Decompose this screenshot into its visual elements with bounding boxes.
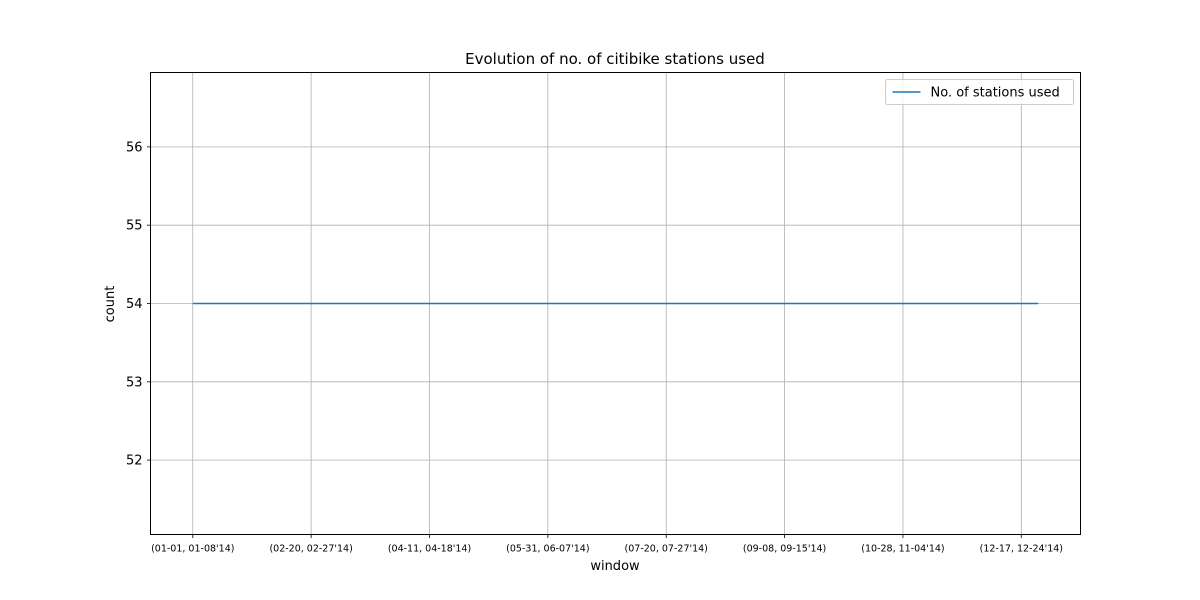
y-tick-label: 56 <box>126 140 143 155</box>
y-tick-label: 55 <box>126 219 143 234</box>
x-tick-label: (10-28, 11-04'14) <box>861 544 944 555</box>
y-axis: 52 53 54 55 56 <box>126 140 151 469</box>
chart-title: Evolution of no. of citibike stations us… <box>465 50 765 68</box>
y-tick-label: 52 <box>126 454 143 469</box>
x-tick-label: (02-20, 02-27'14) <box>269 544 352 555</box>
x-tick-label: (04-11, 04-18'14) <box>388 544 471 555</box>
x-axis-label: window <box>590 559 640 574</box>
x-axis: (01-01, 01-08'14) (02-20, 02-27'14) (04-11… <box>151 534 1063 555</box>
y-axis-label: count <box>103 286 118 323</box>
y-tick-label: 53 <box>126 375 143 390</box>
y-tick-label: 54 <box>126 297 143 312</box>
legend-box <box>885 79 1074 105</box>
legend-label: No. of stations used <box>931 86 1060 101</box>
x-tick-label: (01-01, 01-08'14) <box>151 544 234 555</box>
x-tick-label: (09-08, 09-15'14) <box>743 544 826 555</box>
x-tick-label: (07-20, 07-27'14) <box>625 544 708 555</box>
x-tick-label: (12-17, 12-24'14) <box>980 544 1063 555</box>
legend: No. of stations used <box>885 79 1074 105</box>
x-tick-label: (05-31, 06-07'14) <box>506 544 589 555</box>
